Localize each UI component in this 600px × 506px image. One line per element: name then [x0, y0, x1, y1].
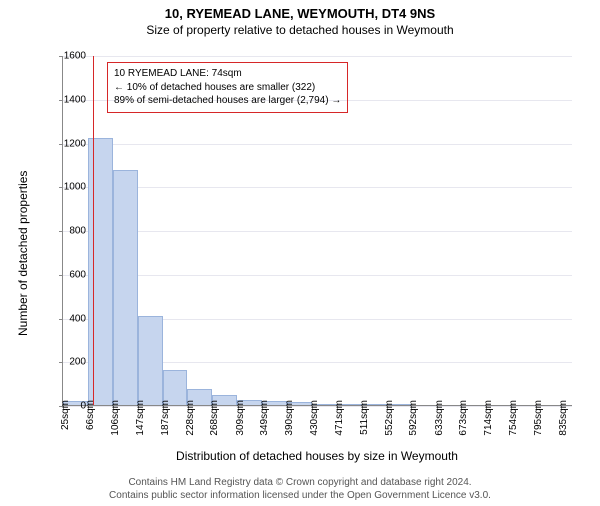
ytick-label: 600 [46, 269, 86, 280]
marker-line [93, 56, 94, 405]
xtick-label: 106sqm [110, 400, 121, 436]
xtick-label: 349sqm [259, 400, 270, 436]
xtick-label: 147sqm [135, 400, 146, 436]
xtick-label: 268sqm [209, 400, 220, 436]
x-axis-label: Distribution of detached houses by size … [62, 449, 572, 463]
xtick-label: 795sqm [533, 400, 544, 436]
page-title: 10, RYEMEAD LANE, WEYMOUTH, DT4 9NS [0, 6, 600, 21]
xtick-label: 511sqm [359, 400, 370, 435]
ytick-label: 400 [46, 313, 86, 324]
xtick-label: 714sqm [483, 400, 494, 436]
histogram-bar [88, 138, 113, 405]
xtick-label: 309sqm [235, 400, 246, 436]
gridline [63, 144, 572, 145]
gridline [63, 187, 572, 188]
ytick-label: 1200 [46, 138, 86, 149]
xtick-label: 592sqm [408, 400, 419, 436]
histogram-bar [113, 170, 138, 405]
ytick-label: 1400 [46, 94, 86, 105]
footer-line-2: Contains public sector information licen… [0, 489, 600, 502]
ytick-label: 1600 [46, 51, 86, 62]
xtick-label: 754sqm [508, 400, 519, 436]
xtick-label: 633sqm [434, 400, 445, 436]
footer: Contains HM Land Registry data © Crown c… [0, 476, 600, 502]
histogram-bar [138, 316, 163, 405]
ytick-label: 1000 [46, 182, 86, 193]
annotation-line: ← 10% of detached houses are smaller (32… [114, 81, 341, 95]
annotation-line: 10 RYEMEAD LANE: 74sqm [114, 67, 341, 81]
gridline [63, 56, 572, 57]
xtick-label: 228sqm [185, 400, 196, 436]
xtick-label: 66sqm [85, 400, 96, 430]
xtick-label: 187sqm [160, 400, 171, 436]
plot-region: 25sqm66sqm106sqm147sqm187sqm228sqm268sqm… [62, 56, 572, 406]
xtick-label: 552sqm [384, 400, 395, 436]
y-axis-label: Number of detached properties [16, 171, 30, 336]
page-subtitle: Size of property relative to detached ho… [0, 23, 600, 37]
ytick-label: 200 [46, 357, 86, 368]
annotation-box: 10 RYEMEAD LANE: 74sqm← 10% of detached … [107, 62, 348, 113]
xtick-label: 673sqm [458, 400, 469, 436]
xtick-label: 430sqm [309, 400, 320, 436]
xtick-label: 835sqm [558, 400, 569, 436]
xtick-label: 390sqm [284, 400, 295, 436]
ytick-label: 800 [46, 226, 86, 237]
annotation-line: 89% of semi-detached houses are larger (… [114, 94, 341, 108]
gridline [63, 231, 572, 232]
ytick-label: 0 [46, 401, 86, 412]
chart-area: 25sqm66sqm106sqm147sqm187sqm228sqm268sqm… [62, 56, 572, 406]
xtick-label: 471sqm [334, 400, 345, 436]
footer-line-1: Contains HM Land Registry data © Crown c… [0, 476, 600, 489]
gridline [63, 275, 572, 276]
